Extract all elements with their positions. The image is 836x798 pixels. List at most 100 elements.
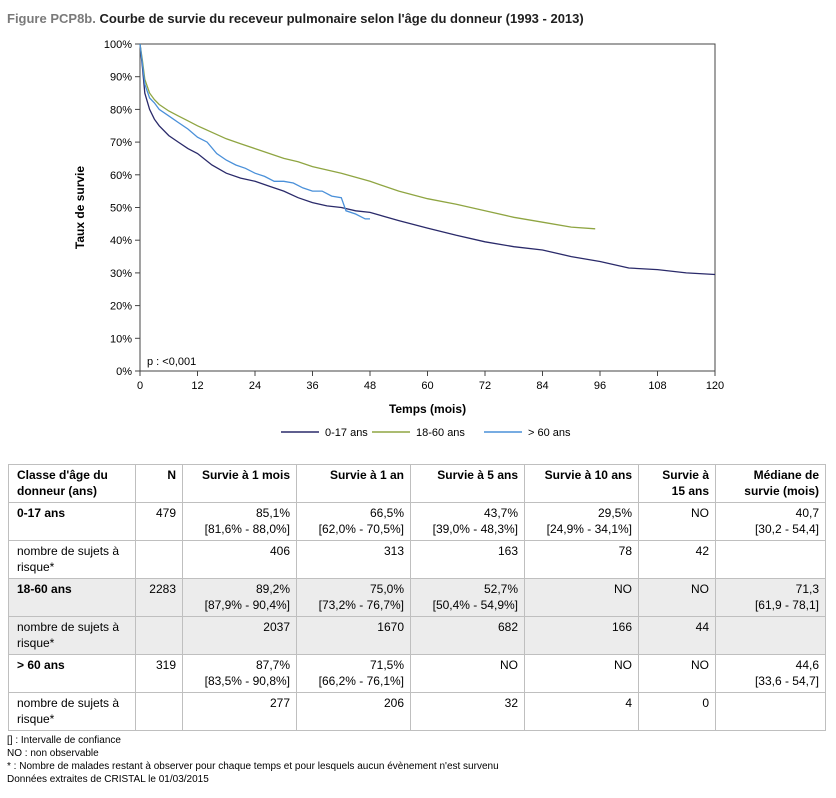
footnote-source: Données extraites de CRISTAL le 01/03/20…: [7, 774, 209, 785]
table-row: 0-17 ans 479 85,1% [81,6% - 88,0%] 66,5% […: [8, 502, 826, 541]
figure-title: Figure PCP8b. Courbe de survie du receve…: [7, 11, 584, 26]
empty-cell: [715, 540, 826, 579]
survival-cell: 71,5% [66,2% - 76,1%]: [296, 654, 411, 693]
group-n: 2283: [135, 578, 183, 617]
at-risk-value: 42: [638, 540, 716, 579]
survival-value: NO: [500, 658, 518, 672]
survival-ci: [87,9% - 90,4%]: [204, 598, 290, 612]
footnote-ci: [] : Intervalle de confiance: [7, 735, 121, 746]
survival-value: 52,7%: [483, 582, 518, 596]
y-tick-label: 10%: [110, 333, 132, 345]
group-label: > 60 ans: [8, 654, 136, 693]
at-risk-value: 2037: [182, 616, 297, 655]
survival-ci: [83,5% - 90,8%]: [204, 674, 290, 688]
plot-frame: [139, 43, 716, 372]
survival-cell: 52,7% [50,4% - 54,9%]: [410, 578, 525, 617]
x-tick-label: 120: [706, 380, 724, 392]
survival-ci: [39,0% - 48,3%]: [432, 522, 518, 536]
header-age-class: Classe d'âge du donneur (ans): [8, 464, 136, 503]
y-tick-label: 50%: [110, 203, 132, 215]
survival-ci: [66,2% - 76,1%]: [318, 674, 404, 688]
x-tick-label: 48: [364, 380, 376, 392]
survival-value: 43,7%: [483, 506, 518, 520]
header-survival-5-years: Survie à 5 ans: [410, 464, 525, 503]
legend-label: 18-60 ans: [416, 427, 465, 439]
survival-value: NO: [614, 658, 632, 672]
survival-cell: 89,2% [87,9% - 90,4%]: [182, 578, 297, 617]
median-cell: 40,7 [30,2 - 54,4]: [715, 502, 826, 541]
at-risk-value: 277: [182, 692, 297, 731]
survival-table: Classe d'âge du donneur (ans) N Survie à…: [8, 464, 826, 731]
survival-cell: NO: [638, 578, 716, 617]
survival-cell: NO: [524, 654, 639, 693]
y-tick-label: 40%: [110, 235, 132, 247]
survival-ci: [81,6% - 88,0%]: [204, 522, 290, 536]
table-row: > 60 ans 319 87,7% [83,5% - 90,8%] 71,5% […: [8, 654, 826, 693]
survival-cell: 85,1% [81,6% - 88,0%]: [182, 502, 297, 541]
group-label: 0-17 ans: [8, 502, 136, 541]
survival-value: NO: [691, 658, 709, 672]
footnotes: [] : Intervalle de confiance NO : non ob…: [7, 734, 499, 786]
x-tick-label: 24: [249, 380, 261, 392]
series-line-18-60-ans: [139, 43, 596, 230]
y-tick-label: 60%: [110, 170, 132, 182]
y-axis-title: Taux de survie: [73, 166, 87, 249]
header-survival-1-month: Survie à 1 mois: [182, 464, 297, 503]
table-row: nombre de sujets à risque* 2037 1670 682…: [8, 616, 826, 655]
survival-cell: 29,5% [24,9% - 34,1%]: [524, 502, 639, 541]
survival-chart: 0% 10% 20% 30% 40% 50% 60% 70% 80% 90% 100% 0 12 24 36…: [73, 39, 724, 439]
survival-ci: [24,9% - 34,1%]: [546, 522, 632, 536]
median-value: 44,6: [795, 658, 819, 672]
x-tick-label: 84: [536, 380, 548, 392]
x-axis-title: Temps (mois): [389, 402, 466, 416]
at-risk-value: 4: [524, 692, 639, 731]
at-risk-value: 44: [638, 616, 716, 655]
group-n: 319: [135, 654, 183, 693]
figure-title-main: Courbe de survie du receveur pulmonaire …: [99, 11, 584, 26]
survival-value: 71,5%: [369, 658, 404, 672]
header-survival-15-years: Survie à 15 ans: [638, 464, 716, 503]
survival-cell: 43,7% [39,0% - 48,3%]: [410, 502, 525, 541]
at-risk-value: 166: [524, 616, 639, 655]
p-value-annotation: p : <0,001: [147, 356, 196, 368]
table-row: 18-60 ans 2283 89,2% [87,9% - 90,4%] 75,0…: [8, 578, 826, 617]
at-risk-label: nombre de sujets à risque*: [8, 540, 136, 579]
y-tick-label: 80%: [110, 104, 132, 116]
survival-value: NO: [614, 582, 632, 596]
y-tick-label: 20%: [110, 301, 132, 313]
group-n: 479: [135, 502, 183, 541]
survival-cell: NO: [524, 578, 639, 617]
at-risk-value: 163: [410, 540, 525, 579]
y-tick-label: 90%: [110, 72, 132, 84]
x-tick-label: 12: [191, 380, 203, 392]
survival-value: 75,0%: [369, 582, 404, 596]
survival-cell: 87,7% [83,5% - 90,8%]: [182, 654, 297, 693]
table-row: nombre de sujets à risque* 406 313 163 7…: [8, 540, 826, 579]
header-median-survival: Médiane de survie (mois): [715, 464, 826, 503]
table-row: nombre de sujets à risque* 277 206 32 4 …: [8, 692, 826, 731]
y-tick-label: 100%: [104, 39, 132, 51]
survival-cell: 66,5% [62,0% - 70,5%]: [296, 502, 411, 541]
at-risk-value: 0: [638, 692, 716, 731]
median-value: 71,3: [795, 582, 819, 596]
x-tick-label: 96: [594, 380, 606, 392]
survival-value: 66,5%: [369, 506, 404, 520]
y-tick-label: 30%: [110, 268, 132, 280]
survival-cell: 75,0% [73,2% - 76,7%]: [296, 578, 411, 617]
x-tick-label: 36: [306, 380, 318, 392]
legend-label: > 60 ans: [528, 427, 571, 439]
at-risk-value: 32: [410, 692, 525, 731]
at-risk-value: 78: [524, 540, 639, 579]
y-tick-label: 0%: [116, 366, 132, 378]
header-n: N: [135, 464, 183, 503]
survival-value: NO: [691, 506, 709, 520]
survival-value: 29,5%: [597, 506, 632, 520]
survival-value: 87,7%: [255, 658, 290, 672]
survival-value: 89,2%: [255, 582, 290, 596]
survival-ci: [73,2% - 76,7%]: [318, 598, 404, 612]
at-risk-value: 313: [296, 540, 411, 579]
empty-cell: [135, 692, 183, 731]
survival-cell: NO: [638, 654, 716, 693]
x-tick-label: 0: [137, 380, 143, 392]
legend-label: 0-17 ans: [325, 427, 368, 439]
